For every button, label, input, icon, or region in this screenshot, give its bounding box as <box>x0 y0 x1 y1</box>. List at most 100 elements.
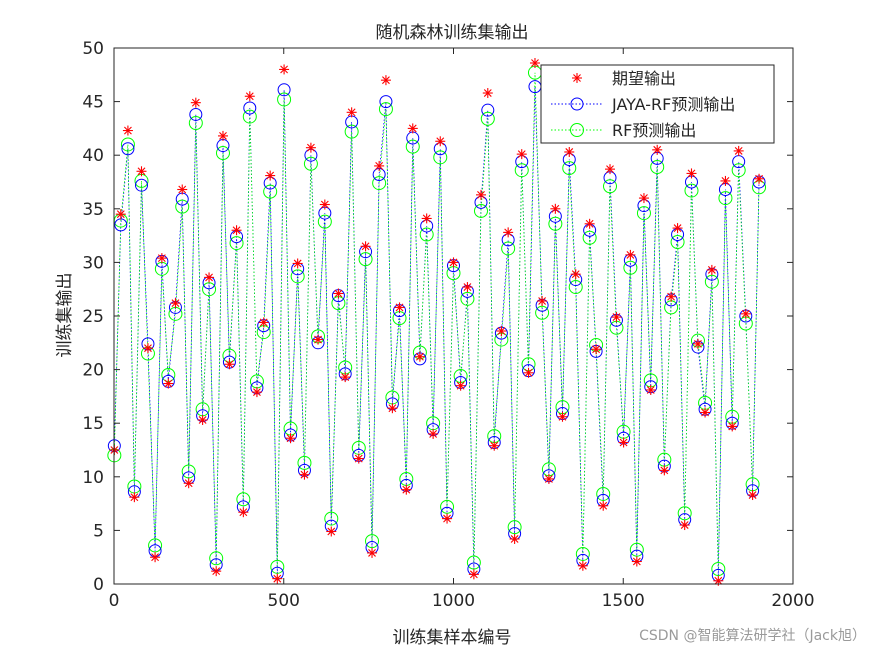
point-jaya-rf <box>121 142 135 156</box>
point-expected <box>150 552 161 563</box>
point-expected <box>557 411 568 422</box>
y-tick-label: 30 <box>82 253 104 273</box>
point-rf <box>324 511 339 526</box>
point-rf <box>242 109 257 124</box>
y-tick-label: 0 <box>93 575 104 595</box>
point-expected <box>584 218 595 229</box>
point-rf <box>372 176 387 191</box>
point-expected <box>727 421 738 432</box>
point-rf <box>433 150 448 165</box>
point-expected <box>462 282 473 293</box>
point-expected <box>645 384 656 395</box>
point-expected <box>231 225 242 236</box>
point-rf <box>358 252 373 267</box>
point-expected <box>754 173 765 184</box>
point-expected <box>706 264 717 275</box>
point-rf <box>303 156 318 171</box>
y-axis-label: 训练集输出 <box>55 273 75 358</box>
point-expected <box>455 380 466 391</box>
point-rf <box>175 199 190 214</box>
point-rf <box>473 203 488 218</box>
point-expected <box>435 136 446 147</box>
point-expected <box>442 513 453 524</box>
series-line-rf <box>113 72 760 570</box>
point-rf <box>297 455 312 470</box>
point-expected <box>638 193 649 204</box>
point-rf <box>650 159 665 174</box>
y-tick-label: 20 <box>82 361 104 381</box>
plot-area: 0 500 1000 1500 2000 0 5 10 15 20 25 30 35 40 45 50 期望输出… <box>82 39 814 611</box>
point-expected <box>475 189 486 200</box>
point-expected <box>598 500 609 511</box>
point-rf <box>460 291 475 306</box>
point-expected <box>428 428 439 439</box>
point-rf <box>440 499 455 514</box>
x-tick-label: 1500 <box>602 591 645 611</box>
point-rf <box>120 137 135 152</box>
point-expected <box>523 367 534 378</box>
point-rf <box>405 139 420 154</box>
point-expected <box>190 97 201 108</box>
point-rf <box>317 214 332 229</box>
point-expected <box>468 569 479 580</box>
point-expected <box>360 241 371 252</box>
point-rf <box>202 282 217 297</box>
point-expected <box>529 58 540 69</box>
point-expected <box>666 291 677 302</box>
point-jaya-rf <box>189 107 203 121</box>
point-jaya-rf <box>134 178 148 192</box>
point-expected <box>713 575 724 586</box>
point-expected <box>543 473 554 484</box>
point-expected <box>414 351 425 362</box>
point-expected <box>387 403 398 414</box>
point-expected <box>537 295 548 306</box>
point-rf <box>480 111 495 126</box>
point-expected <box>482 88 493 99</box>
legend-label: RF预测输出 <box>612 121 696 140</box>
point-expected <box>353 453 364 464</box>
point-rf <box>514 163 529 178</box>
point-expected <box>421 213 432 224</box>
point-expected <box>631 556 642 567</box>
point-expected <box>183 478 194 489</box>
point-jaya-rf <box>379 95 393 109</box>
point-expected <box>211 566 222 577</box>
point-expected <box>720 175 731 186</box>
y-tick-label: 15 <box>82 414 104 434</box>
point-expected <box>374 160 385 171</box>
point-expected <box>733 145 744 156</box>
x-tick-label: 1000 <box>432 591 475 611</box>
point-expected <box>489 440 500 451</box>
point-rf <box>229 236 244 251</box>
point-expected <box>156 253 167 264</box>
point-rf <box>596 486 611 501</box>
point-expected <box>591 344 602 355</box>
point-expected <box>115 209 126 220</box>
point-expected <box>692 338 703 349</box>
point-expected <box>394 302 405 313</box>
point-expected <box>319 199 330 210</box>
point-expected <box>516 149 527 160</box>
point-expected <box>577 560 588 571</box>
point-expected <box>305 142 316 153</box>
y-tick-label: 35 <box>82 200 104 220</box>
point-expected <box>448 257 459 268</box>
point-rf <box>290 269 305 284</box>
point-expected <box>367 547 378 558</box>
point-expected <box>672 223 683 234</box>
point-expected <box>204 272 215 283</box>
y-tick-label: 45 <box>82 93 104 113</box>
point-expected <box>142 343 153 354</box>
y-tick-label: 5 <box>93 521 104 541</box>
point-rf <box>623 260 638 275</box>
point-rf <box>507 520 522 535</box>
point-expected <box>326 526 337 537</box>
point-rf <box>344 124 359 139</box>
point-rf <box>466 555 481 570</box>
point-expected <box>340 372 351 383</box>
point-expected <box>285 433 296 444</box>
legend-marker-expected <box>572 73 582 83</box>
point-rf <box>270 559 285 574</box>
point-rf <box>188 116 203 131</box>
